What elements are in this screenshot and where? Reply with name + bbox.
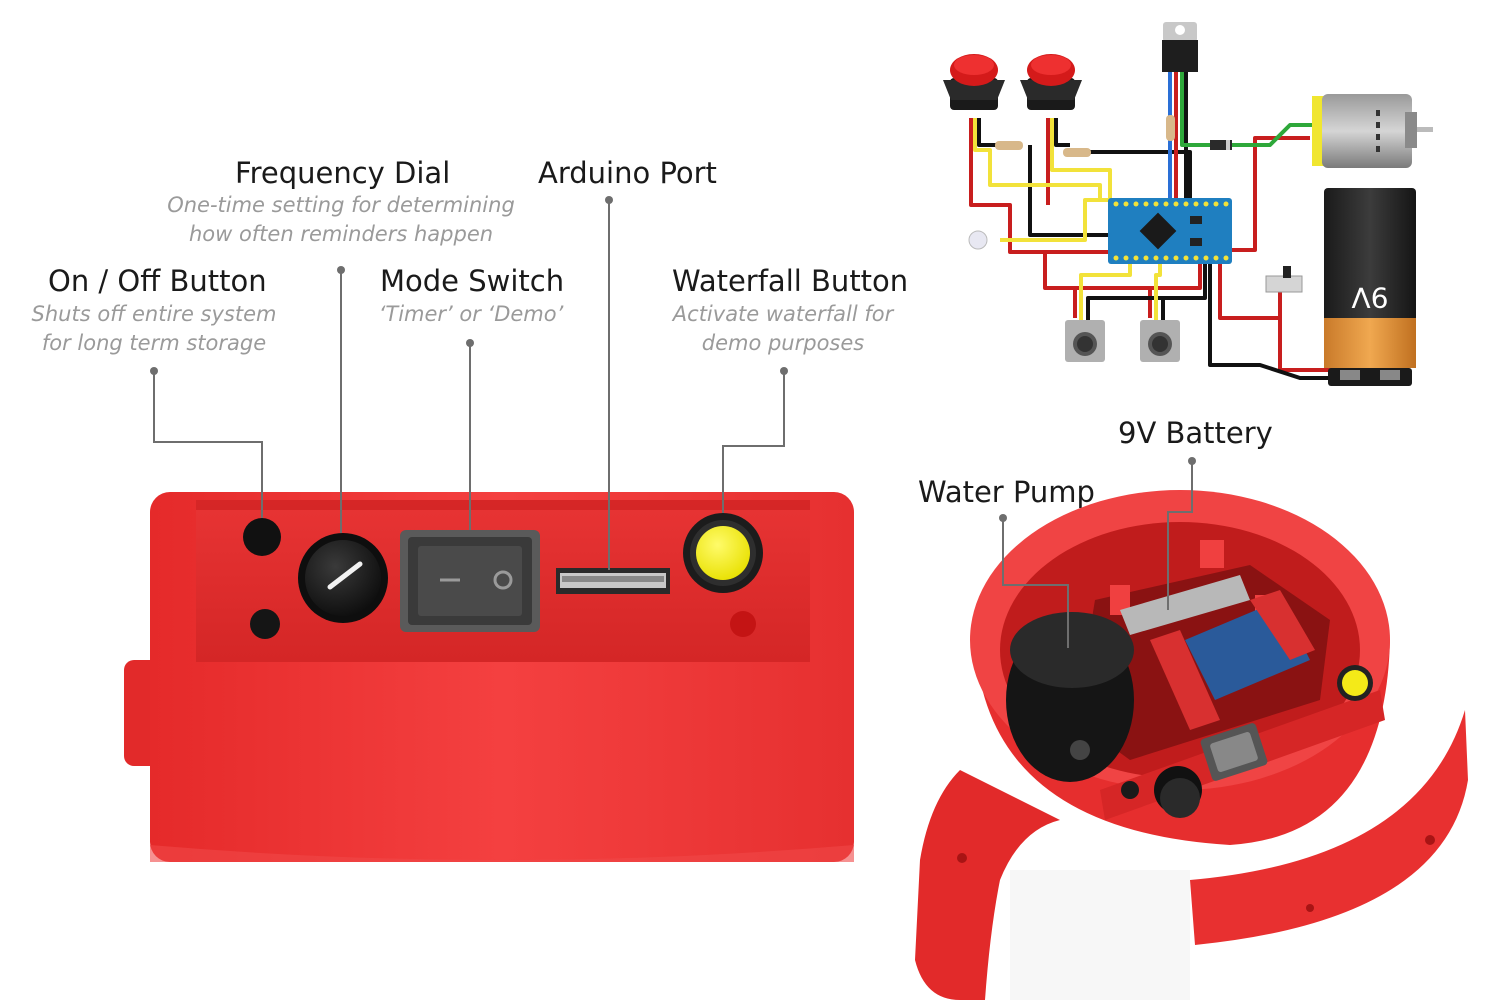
schematic-arduino (1108, 198, 1232, 264)
onoff-desc-1: Shuts off entire system (31, 302, 277, 326)
freq-desc-2: how often reminders happen (188, 222, 494, 246)
mode-switch[interactable] (400, 530, 540, 632)
waterfall-title: Waterfall Button (672, 264, 909, 298)
port-title: Arduino Port (538, 156, 717, 190)
mode-desc-1: ‘Timer’ or ‘Demo’ (378, 302, 564, 326)
freq-desc-1: One-time setting for determining (167, 193, 515, 217)
open-view-water-pump (1006, 612, 1134, 782)
waterfall-button[interactable] (683, 513, 763, 593)
onoff-desc-2: for long term storage (41, 331, 267, 355)
waterfall-desc-2: demo purposes (701, 331, 865, 355)
pump-title: Water Pump (918, 475, 1095, 509)
leader-lines-front (153, 200, 785, 570)
schematic-motor (1312, 94, 1433, 168)
onoff-title: On / Off Button (48, 264, 267, 298)
waterfall-desc-1: Activate waterfall for (672, 302, 894, 326)
schematic-battery: 9V (1324, 188, 1416, 386)
schematic-pot-1 (1065, 320, 1105, 362)
mode-title: Mode Switch (380, 264, 565, 298)
schematic-pot-2 (1140, 320, 1180, 362)
schematic-button-2 (1020, 54, 1082, 110)
schematic-battery-label: 9V (1352, 281, 1389, 314)
onoff-button[interactable] (243, 518, 281, 556)
schematic-button-1 (943, 54, 1005, 110)
leader-dots-open (999, 457, 1196, 522)
onoff-hole-lower (250, 609, 280, 639)
freq-title: Frequency Dial (235, 156, 451, 190)
leader-lines-open (1002, 461, 1193, 648)
circuit-schematic: 9V (943, 22, 1433, 386)
housing-open-view (915, 490, 1468, 1000)
battery-title: 9V Battery (1118, 416, 1273, 450)
waterfall-led-hole (730, 611, 756, 637)
frequency-dial[interactable] (298, 533, 388, 623)
leader-dots-front (150, 196, 788, 375)
arduino-port[interactable] (556, 568, 670, 594)
